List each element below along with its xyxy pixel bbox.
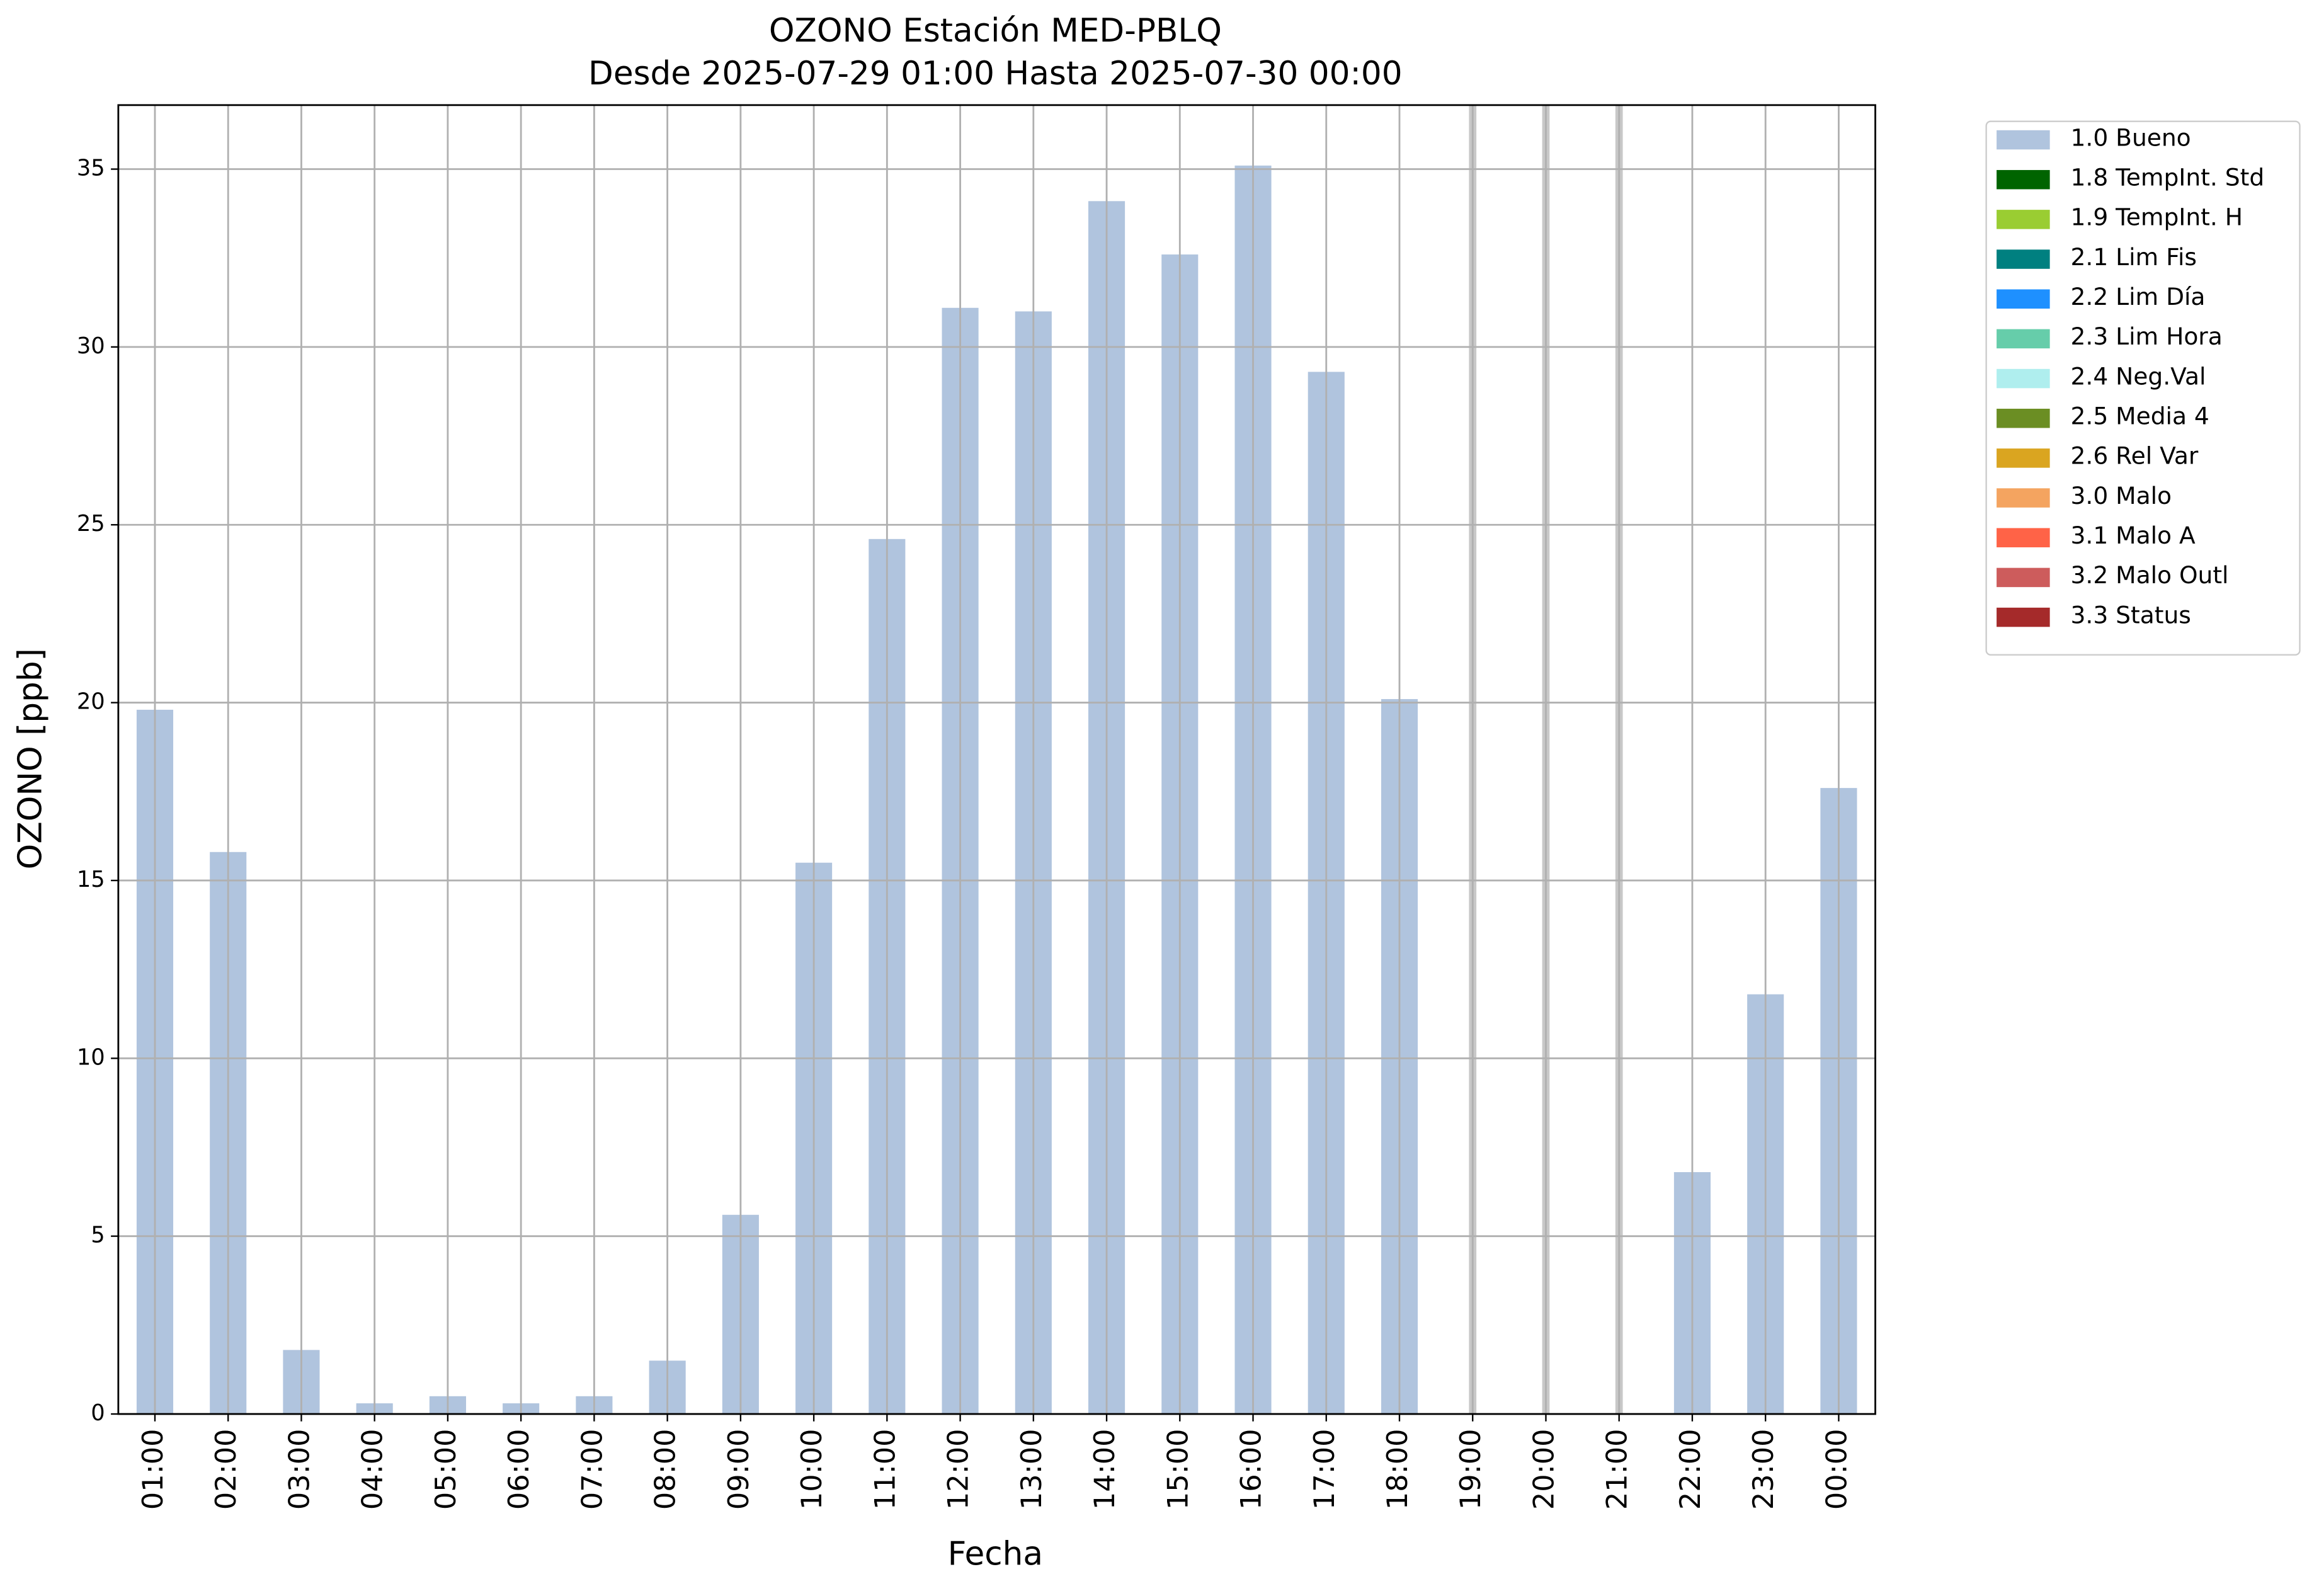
x-tick-label: 19:00 (1454, 1429, 1487, 1510)
legend-label: 2.3 Lim Hora (2071, 322, 2223, 350)
legend-swatch (1997, 289, 2050, 309)
legend-label: 1.0 Bueno (2071, 123, 2191, 151)
y-tick-label: 5 (91, 1223, 105, 1248)
legend-swatch (1997, 408, 2050, 428)
legend-label: 2.2 Lim Día (2071, 283, 2206, 311)
legend-box (1985, 120, 2301, 656)
x-tick-label: 12:00 (942, 1429, 975, 1510)
legend-label: 3.0 Malo (2071, 482, 2172, 510)
x-tick-label: 15:00 (1161, 1429, 1194, 1510)
x-tick-label: 14:00 (1088, 1429, 1121, 1510)
legend-label: 3.3 Status (2071, 601, 2191, 629)
x-tick-label: 09:00 (722, 1429, 755, 1510)
x-tick-label: 10:00 (795, 1429, 828, 1510)
legend-swatch (1997, 368, 2050, 389)
legend-swatch (1997, 528, 2050, 547)
legend-label: 3.1 Malo A (2071, 522, 2196, 549)
legend-label: 1.8 TempInt. Std (2071, 164, 2265, 191)
chart-subtitle: Desde 2025-07-29 01:00 Hasta 2025-07-30 … (588, 55, 1403, 93)
x-tick-label: 01:00 (137, 1429, 169, 1510)
x-tick-label: 20:00 (1527, 1429, 1560, 1510)
legend-label: 2.4 Neg.Val (2071, 362, 2206, 390)
x-tick-label: 22:00 (1674, 1429, 1707, 1510)
x-tick-label: 13:00 (1015, 1429, 1048, 1510)
legend-swatch (1997, 488, 2050, 508)
y-tick-label: 0 (91, 1400, 105, 1426)
legend-swatch (1997, 567, 2050, 588)
y-axis-label: OZONO [ppb] (12, 648, 50, 869)
x-tick-label: 05:00 (430, 1429, 462, 1510)
plot-frame (117, 104, 1876, 1415)
x-tick-label: 11:00 (869, 1429, 901, 1510)
legend-label: 2.1 Lim Fis (2071, 243, 2197, 271)
x-tick-label: 02:00 (210, 1429, 242, 1510)
x-tick-label: 06:00 (503, 1429, 535, 1510)
y-tick-label: 20 (77, 689, 105, 715)
y-tick-label: 10 (77, 1044, 105, 1070)
y-tick-label: 15 (77, 867, 105, 892)
x-tick-label: 18:00 (1381, 1429, 1414, 1510)
y-tick-label: 30 (77, 333, 105, 359)
legend-swatch (1997, 249, 2050, 269)
x-tick-label: 00:00 (1820, 1429, 1853, 1510)
legend-swatch (1997, 329, 2050, 349)
legend-swatch (1997, 210, 2050, 229)
x-tick-label: 17:00 (1308, 1429, 1341, 1510)
x-tick-label: 03:00 (283, 1429, 316, 1510)
x-axis-label: Fecha (948, 1535, 1043, 1573)
x-tick-label: 21:00 (1601, 1429, 1634, 1510)
y-tick-label: 25 (77, 511, 105, 537)
legend-swatch (1997, 169, 2050, 190)
y-tick-label: 35 (77, 156, 105, 181)
legend-swatch (1997, 448, 2050, 468)
legend-swatch (1997, 607, 2050, 627)
x-tick-label: 04:00 (356, 1429, 389, 1510)
x-tick-label: 16:00 (1235, 1429, 1268, 1510)
legend-swatch (1997, 130, 2050, 150)
chart-title: OZONO Estación MED-PBLQ (769, 12, 1222, 50)
legend-label: 2.6 Rel Var (2071, 442, 2199, 470)
x-tick-label: 23:00 (1747, 1429, 1780, 1510)
legend-label: 1.9 TempInt. H (2071, 203, 2243, 231)
x-tick-label: 07:00 (576, 1429, 608, 1510)
x-tick-label: 08:00 (649, 1429, 682, 1510)
legend-label: 3.2 Malo Outl (2071, 561, 2229, 589)
legend-label: 2.5 Media 4 (2071, 402, 2209, 430)
